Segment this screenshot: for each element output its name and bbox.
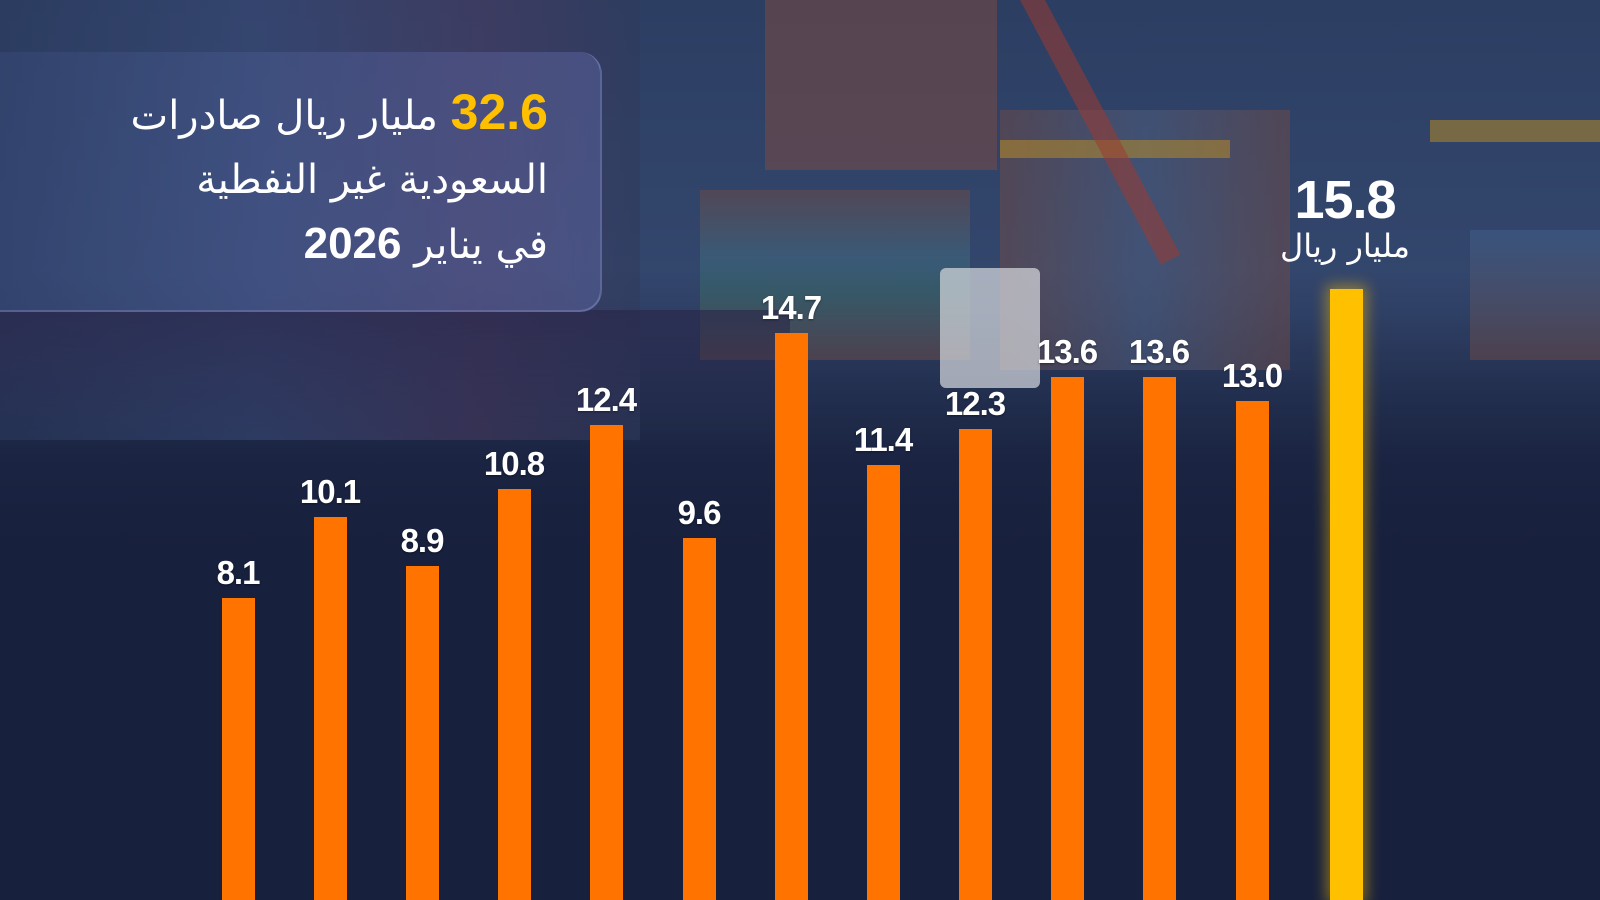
bar: [867, 465, 900, 900]
bar: [314, 517, 347, 900]
headline-line-2: السعودية غير النفطية: [196, 157, 548, 203]
bar-value-label: 8.1: [216, 554, 261, 591]
headline-total-value: 32.6: [450, 84, 548, 140]
headline-line-1: 32.6 مليار ريال صادرات: [131, 80, 548, 148]
headline-panel: [0, 52, 602, 312]
highlight-unit: مليار ريال: [1279, 227, 1411, 265]
bar: [775, 333, 808, 900]
bar-value-label: 10.1: [299, 473, 361, 510]
bar: [1143, 377, 1176, 900]
headline-line-1-text: مليار ريال صادرات: [130, 93, 438, 139]
bar: [683, 538, 716, 900]
bar: [222, 598, 255, 900]
bar-value-label: 14.7: [760, 289, 822, 326]
bar: [959, 429, 992, 900]
bar-value-label: 12.4: [575, 381, 637, 418]
headline-month: في يناير: [414, 222, 548, 268]
bar-value-label: 10.8: [483, 445, 545, 482]
bar-value-label: 13.6: [1036, 333, 1098, 370]
headline-line-3: في يناير 2026: [131, 212, 548, 277]
bar: [590, 425, 623, 900]
bar: [1051, 377, 1084, 900]
bar: [406, 566, 439, 900]
bar: [498, 489, 531, 900]
shadow-band: [0, 310, 790, 440]
headline: 32.6 مليار ريال صادرات السعودية غير النف…: [131, 80, 548, 277]
highlight-annotation: 15.8 مليار ريال: [1260, 172, 1430, 264]
bar-value-label: 13.6: [1128, 333, 1190, 370]
highlighted-bar: [1330, 289, 1363, 900]
bar: [1236, 401, 1269, 900]
headline-year: 2026: [303, 219, 402, 268]
bar-value-label: 12.3: [944, 385, 1006, 422]
bar-value-label: 13.0: [1221, 357, 1283, 394]
bar-value-label: 11.4: [853, 421, 913, 458]
highlight-value: 15.8: [1294, 170, 1396, 230]
bar-value-label: 8.9: [400, 522, 445, 559]
bar-value-label: 9.6: [677, 494, 722, 531]
